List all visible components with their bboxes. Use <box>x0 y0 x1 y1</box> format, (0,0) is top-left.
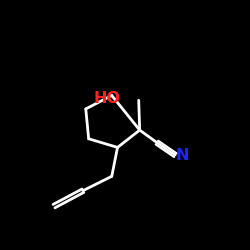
Text: HO: HO <box>94 91 120 106</box>
Text: N: N <box>176 148 189 163</box>
